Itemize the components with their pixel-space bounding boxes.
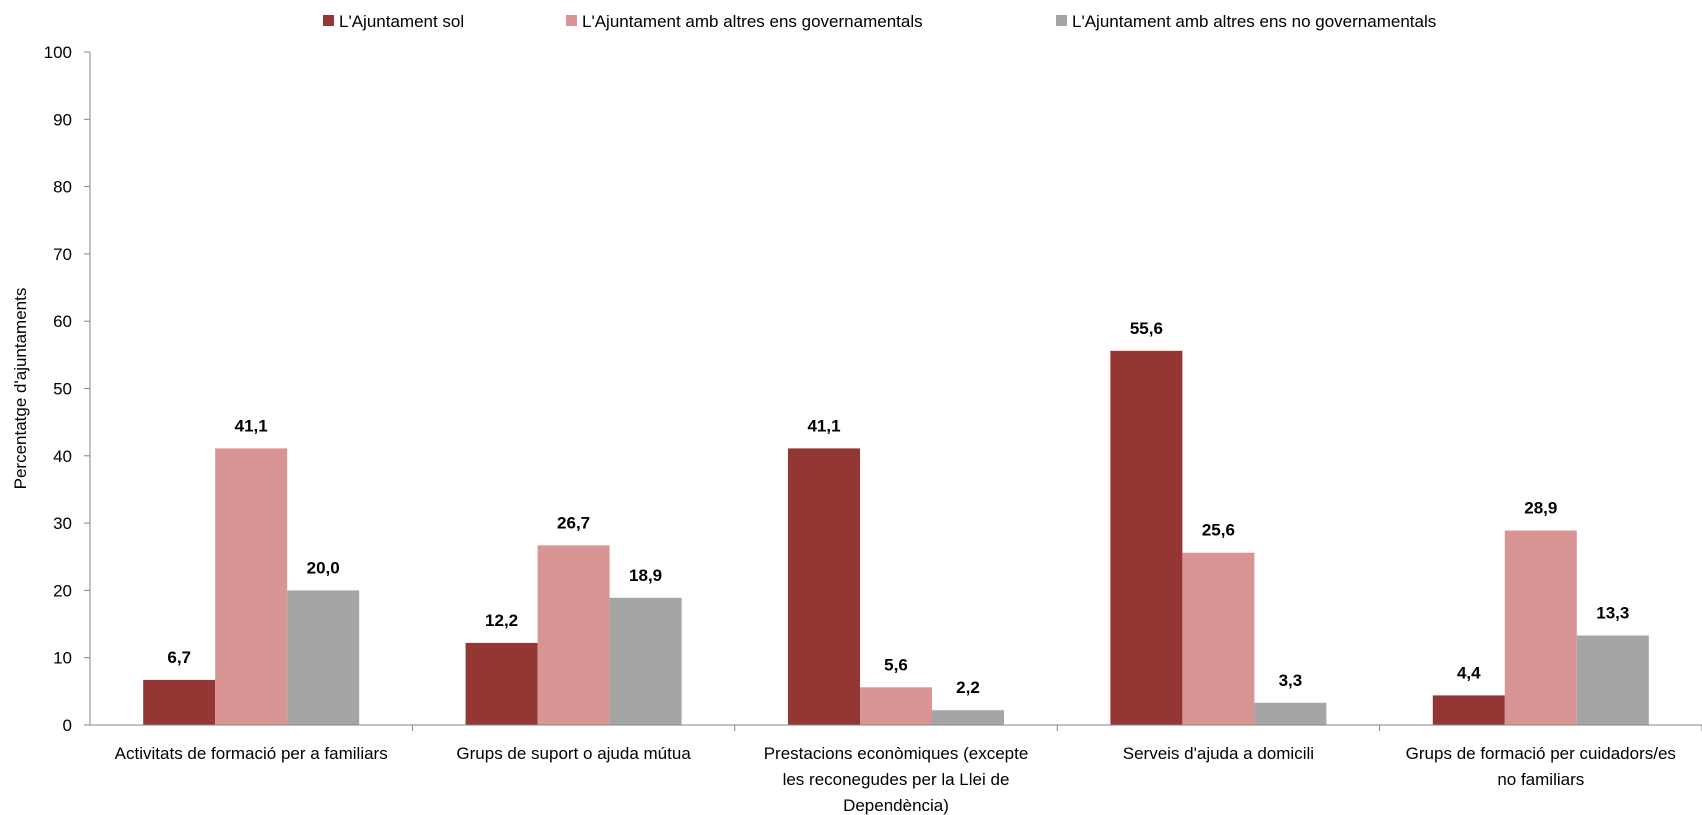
data-label: 41,1 — [235, 416, 268, 435]
data-label: 18,9 — [629, 566, 662, 585]
y-tick-label: 50 — [53, 380, 72, 399]
data-label: 12,2 — [485, 611, 518, 630]
category-label: Grups de formació per cuidadors/es — [1406, 744, 1676, 763]
bar — [537, 545, 610, 725]
y-tick-label: 80 — [53, 178, 72, 197]
data-label: 28,9 — [1524, 499, 1557, 518]
bar — [1504, 530, 1577, 725]
y-tick-label: 90 — [53, 110, 72, 129]
data-label: 2,2 — [956, 678, 980, 697]
bar — [1182, 552, 1255, 725]
data-label: 55,6 — [1130, 319, 1163, 338]
bar — [788, 448, 860, 725]
category-label: Serveis d'ajuda a domicili — [1123, 744, 1314, 763]
category-label: les reconegudes per la Llei de — [783, 770, 1010, 789]
data-label: 5,6 — [884, 655, 908, 674]
y-tick-label: 100 — [44, 43, 72, 62]
category-label: no familiars — [1497, 770, 1584, 789]
data-label: 6,7 — [167, 648, 191, 667]
bar — [860, 687, 932, 725]
data-label: 26,7 — [557, 513, 590, 532]
bar — [932, 710, 1004, 725]
bar — [1254, 702, 1327, 725]
legend-swatch — [566, 15, 577, 26]
bar — [215, 448, 288, 725]
category-label: Grups de suport o ajuda mútua — [456, 744, 691, 763]
y-axis-title: Percentatge d'ajuntaments — [11, 288, 30, 490]
y-axis: 0 10 20 30 40 50 60 70 80 90 100 Percentatge d'ajun… — [11, 43, 91, 735]
bar — [1576, 635, 1649, 725]
category-label: Activitats de formació per a familiars — [115, 744, 388, 763]
bar — [609, 597, 682, 725]
y-tick-label: 0 — [63, 716, 72, 735]
y-tick-label: 10 — [53, 649, 72, 668]
legend-swatch — [1056, 15, 1067, 26]
data-label: 41,1 — [807, 416, 840, 435]
bars: 6,7 41,1 20,0 12,2 26,7 18,9 41,1 5,6 2,2 55,6 25,… — [143, 319, 1649, 725]
legend-label: L'Ajuntament amb altres ens no govername… — [1072, 12, 1436, 31]
bar — [287, 590, 360, 725]
legend-label: L'Ajuntament sol — [339, 12, 464, 31]
y-tick-label: 40 — [53, 447, 72, 466]
y-tick-label: 30 — [53, 514, 72, 533]
data-label: 20,0 — [307, 558, 340, 577]
data-label: 25,6 — [1202, 521, 1235, 540]
bar — [143, 679, 216, 725]
y-tick-label: 60 — [53, 312, 72, 331]
legend: L'Ajuntament sol L'Ajuntament amb altres … — [323, 12, 1436, 31]
bar — [1110, 350, 1183, 725]
data-label: 3,3 — [1279, 671, 1303, 690]
data-label: 4,4 — [1457, 663, 1481, 682]
y-tick-label: 70 — [53, 245, 72, 264]
x-axis: Activitats de formació per a familiars Gr… — [90, 724, 1702, 815]
bar — [1432, 695, 1505, 725]
data-label: 13,3 — [1596, 603, 1629, 622]
y-tick-label: 20 — [53, 581, 72, 600]
bar — [465, 642, 538, 725]
legend-label: L'Ajuntament amb altres ens governamenta… — [582, 12, 923, 31]
category-label: Prestacions econòmiques (excepte — [764, 744, 1029, 763]
legend-swatch — [323, 15, 334, 26]
category-label: Dependència) — [843, 796, 949, 815]
